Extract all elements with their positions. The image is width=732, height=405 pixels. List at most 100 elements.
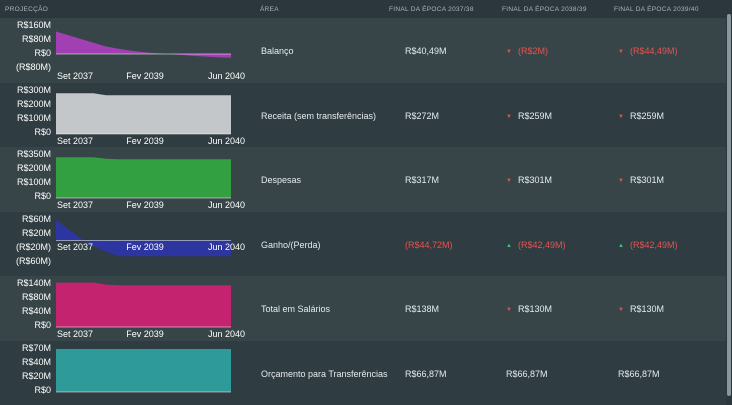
x-tick-label: Set 2037 — [57, 329, 93, 339]
area-label: Despesas — [261, 175, 301, 185]
table-row[interactable]: R$60M R$20M (R$20M) (R$60M) Set 2037 Fev 2039… — [0, 212, 726, 277]
season-value-text: (R$44,49M) — [630, 46, 678, 56]
y-tick-label: R$60M — [22, 214, 51, 224]
season-value-text: R$130M — [518, 304, 552, 314]
y-tick-label: (R$20M) — [16, 242, 51, 252]
season-value-text: (R$42,49M) — [630, 240, 678, 250]
area-label: Total em Salários — [261, 304, 330, 314]
season-value-1: (R$44,72M) — [405, 240, 453, 250]
x-tick-label: Fev 2039 — [126, 200, 164, 210]
area-series — [56, 93, 231, 134]
season-value-2: ▼R$259M — [506, 111, 552, 121]
y-tick-label: R$0 — [34, 191, 51, 201]
y-tick-label: R$200M — [17, 163, 51, 173]
table-header: PROJECÇÃO ÁREA FINAL DA ÉPOCA 2037/38 FI… — [0, 0, 726, 18]
projection-chart: R$70M R$40M R$20M R$0 — [0, 341, 250, 405]
season-value-text: R$40,49M — [405, 46, 447, 56]
season-value-3: ▼R$259M — [618, 111, 664, 121]
x-tick-label: Jun 2040 — [208, 200, 245, 210]
arrow-down-icon: ▼ — [506, 114, 518, 120]
season-value-text: R$317M — [405, 175, 439, 185]
season-value-text: R$259M — [630, 111, 664, 121]
arrow-down-icon: ▼ — [506, 307, 518, 313]
season-value-text: (R$2M) — [518, 46, 548, 56]
season-value-3: ▼R$130M — [618, 304, 664, 314]
header-season-2[interactable]: FINAL DA ÉPOCA 2038/39 — [502, 6, 587, 13]
season-value-2: R$66,87M — [506, 369, 548, 379]
y-tick-label: R$20M — [22, 371, 51, 381]
season-value-3: ▼(R$44,49M) — [618, 46, 678, 56]
arrow-up-icon: ▲ — [506, 243, 518, 249]
x-tick-label: Set 2037 — [57, 200, 93, 210]
area-label: Orçamento para Transferências — [261, 369, 388, 379]
season-value-text: R$259M — [518, 111, 552, 121]
projection-chart: R$60M R$20M (R$20M) (R$60M) Set 2037 Fev 2039… — [0, 212, 250, 277]
season-value-text: R$66,87M — [506, 369, 548, 379]
header-season-1[interactable]: FINAL DA ÉPOCA 2037/38 — [389, 6, 474, 13]
arrow-down-icon: ▼ — [618, 114, 630, 120]
y-tick-label: R$80M — [22, 292, 51, 302]
area-series — [56, 349, 231, 392]
season-value-1: R$66,87M — [405, 369, 447, 379]
arrow-up-icon: ▲ — [618, 243, 630, 249]
season-value-1: R$272M — [405, 111, 439, 121]
season-value-text: R$66,87M — [405, 369, 447, 379]
table-row[interactable]: R$70M R$40M R$20M R$0 Orçamento para Transfe… — [0, 341, 726, 405]
header-projection[interactable]: PROJECÇÃO — [5, 6, 48, 13]
season-value-3: R$66,87M — [618, 369, 660, 379]
x-tick-label: Set 2037 — [57, 242, 93, 252]
y-tick-label: R$80M — [22, 34, 51, 44]
y-tick-label: R$160M — [17, 20, 51, 30]
y-tick-label: R$0 — [34, 127, 51, 137]
arrow-down-icon: ▼ — [506, 49, 518, 55]
arrow-down-icon: ▼ — [618, 178, 630, 184]
season-value-1: R$138M — [405, 304, 439, 314]
area-label: Balanço — [261, 46, 294, 56]
header-area[interactable]: ÁREA — [260, 6, 279, 13]
season-value-3: ▲(R$42,49M) — [618, 240, 678, 250]
x-tick-label: Set 2037 — [57, 136, 93, 146]
y-tick-label: R$40M — [22, 357, 51, 367]
area-series — [56, 283, 231, 327]
y-tick-label: R$0 — [34, 48, 51, 58]
season-value-text: (R$44,72M) — [405, 240, 453, 250]
arrow-down-icon: ▼ — [618, 49, 630, 55]
x-tick-label: Fev 2039 — [126, 242, 164, 252]
y-tick-label: (R$60M) — [16, 256, 51, 266]
season-value-text: R$301M — [518, 175, 552, 185]
season-value-1: R$317M — [405, 175, 439, 185]
y-tick-label: R$0 — [34, 385, 51, 395]
arrow-down-icon: ▼ — [506, 178, 518, 184]
x-tick-label: Fev 2039 — [126, 136, 164, 146]
y-tick-label: R$200M — [17, 99, 51, 109]
y-tick-label: R$100M — [17, 113, 51, 123]
area-series — [56, 157, 231, 198]
y-tick-label: R$70M — [22, 343, 51, 353]
season-value-1: R$40,49M — [405, 46, 447, 56]
x-tick-label: Jun 2040 — [208, 136, 245, 146]
y-tick-label: R$20M — [22, 228, 51, 238]
y-tick-label: R$350M — [17, 149, 51, 159]
scrollbar[interactable] — [726, 0, 732, 401]
season-value-2: ▼R$301M — [506, 175, 552, 185]
y-tick-label: R$40M — [22, 306, 51, 316]
area-label: Receita (sem transferências) — [261, 111, 376, 121]
season-value-2: ▲(R$42,49M) — [506, 240, 566, 250]
season-value-text: (R$42,49M) — [518, 240, 566, 250]
x-tick-label: Jun 2040 — [208, 242, 245, 252]
season-value-2: ▼(R$2M) — [506, 46, 548, 56]
y-tick-label: R$140M — [17, 278, 51, 288]
scrollbar-thumb[interactable] — [727, 14, 731, 396]
area-label: Ganho/(Perda) — [261, 240, 321, 250]
header-season-3[interactable]: FINAL DA ÉPOCA 2039/40 — [614, 6, 699, 13]
x-tick-label: Fev 2039 — [126, 329, 164, 339]
season-value-text: R$130M — [630, 304, 664, 314]
season-value-text: R$301M — [630, 175, 664, 185]
x-tick-label: Fev 2039 — [126, 71, 164, 81]
